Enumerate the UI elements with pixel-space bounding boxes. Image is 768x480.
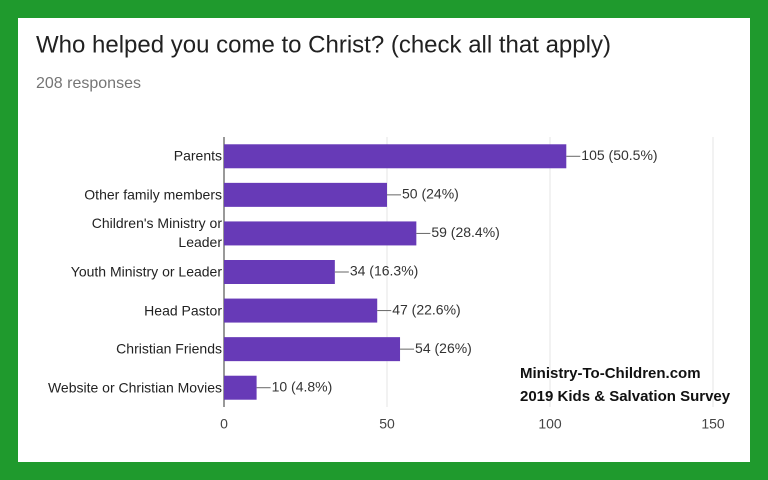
- value-label: 59 (28.4%): [431, 224, 499, 240]
- x-tick-label: 50: [379, 416, 395, 432]
- x-tick-label: 100: [538, 416, 562, 432]
- bar: [224, 337, 401, 362]
- annotation: Ministry-To-Children.com: [520, 365, 701, 382]
- value-label: 34 (16.3%): [350, 263, 418, 279]
- x-tick-label: 150: [701, 416, 725, 432]
- y-tick-label: Parents: [173, 147, 222, 164]
- bar: [224, 144, 567, 169]
- annotation: 2019 Kids & Salvation Survey: [520, 388, 731, 405]
- y-tick-label: Website or Christian Movies: [47, 379, 222, 396]
- y-tick-label: Youth Ministry or Leader: [70, 263, 222, 280]
- chart-title: Who helped you come to Christ? (check al…: [36, 31, 611, 58]
- bar: [224, 182, 387, 207]
- value-label: 54 (26%): [415, 340, 472, 356]
- bar: [224, 221, 417, 246]
- x-tick-label: 0: [220, 416, 228, 432]
- value-label: 105 (50.5%): [581, 147, 657, 163]
- value-label: 47 (22.6%): [392, 301, 460, 317]
- y-tick-label: Christian Friends: [116, 340, 222, 357]
- bar: [224, 375, 257, 400]
- value-label: 50 (24%): [402, 186, 459, 202]
- bar: [224, 298, 378, 323]
- y-tick-label: Other family members: [84, 186, 222, 203]
- y-tick-label: Head Pastor: [144, 302, 222, 319]
- y-tick-label: Children's Ministry or Leader: [91, 215, 222, 251]
- chart-subtitle: 208 responses: [36, 75, 141, 92]
- bar: [224, 260, 335, 284]
- value-label: 10 (4.8%): [272, 378, 333, 394]
